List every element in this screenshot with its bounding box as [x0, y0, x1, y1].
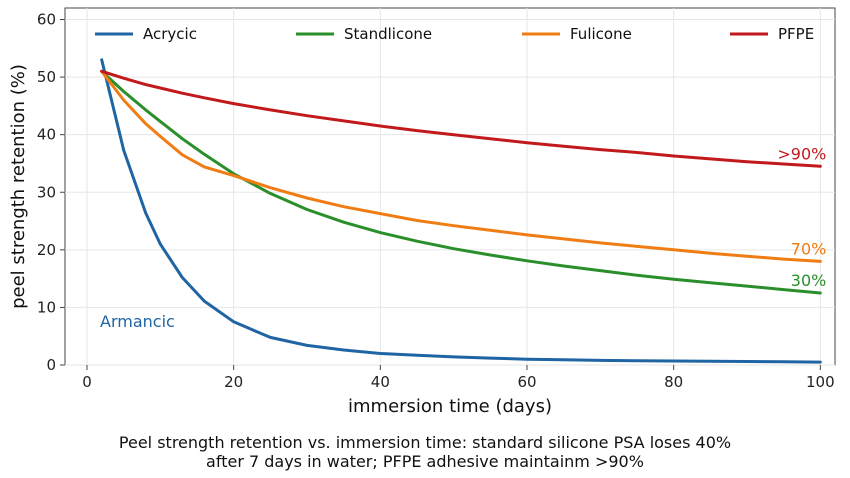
x-axis-title: immersion time (days) [348, 396, 552, 417]
caption-line-1: Peel strength retention vs. immersion ti… [118, 433, 732, 452]
series-annotation: Armancic [100, 312, 175, 331]
chart-caption: Peel strength retention vs. immersion ti… [0, 433, 850, 471]
legend-label: Fulicone [570, 25, 632, 43]
legend: Acrycic Standlicone Fulicone PFPE [95, 25, 814, 43]
y-tick-label: 20 [37, 241, 56, 259]
y-tick-label: 40 [37, 126, 56, 144]
x-tick-label: 60 [517, 373, 536, 391]
y-tick-label: 0 [46, 356, 56, 374]
series-line-pfpe [100, 69, 822, 168]
series-end-label: >90% [777, 144, 826, 163]
y-tick-label: 10 [37, 298, 56, 316]
x-tick-label: 80 [664, 373, 683, 391]
plot-area [64, 7, 836, 366]
legend-label: Acrycic [143, 25, 197, 43]
series-end-labels: Armancic 30% 70% >90% [100, 144, 826, 331]
grid-lines [65, 8, 835, 366]
legend-label: PFPE [778, 25, 814, 43]
x-tick-label: 20 [224, 373, 243, 391]
y-tick-label: 50 [37, 68, 56, 86]
axis-ticks: 0 20 40 60 80 100 0 10 20 30 40 50 60 [37, 11, 835, 391]
series-end-label: 70% [791, 239, 827, 258]
legend-label: Standlicone [344, 25, 432, 43]
series-line-fulicone [100, 69, 822, 263]
series-lines [100, 58, 822, 364]
y-axis-title: peel strength retention (%) [8, 64, 29, 309]
peel-strength-chart: 0 20 40 60 80 100 0 10 20 30 40 50 60 Armancic 30% 70%… [8, 7, 836, 417]
y-tick-label: 60 [37, 11, 56, 29]
y-tick-label: 30 [37, 183, 56, 201]
series-line-standlicone [100, 69, 822, 295]
x-tick-label: 0 [82, 373, 92, 391]
x-tick-label: 40 [371, 373, 390, 391]
series-line-acrycic [100, 58, 822, 364]
x-tick-label: 100 [806, 373, 835, 391]
caption-line-2: after 7 days in water; PFPE adhesive mai… [206, 452, 644, 471]
series-end-label: 30% [791, 271, 827, 290]
